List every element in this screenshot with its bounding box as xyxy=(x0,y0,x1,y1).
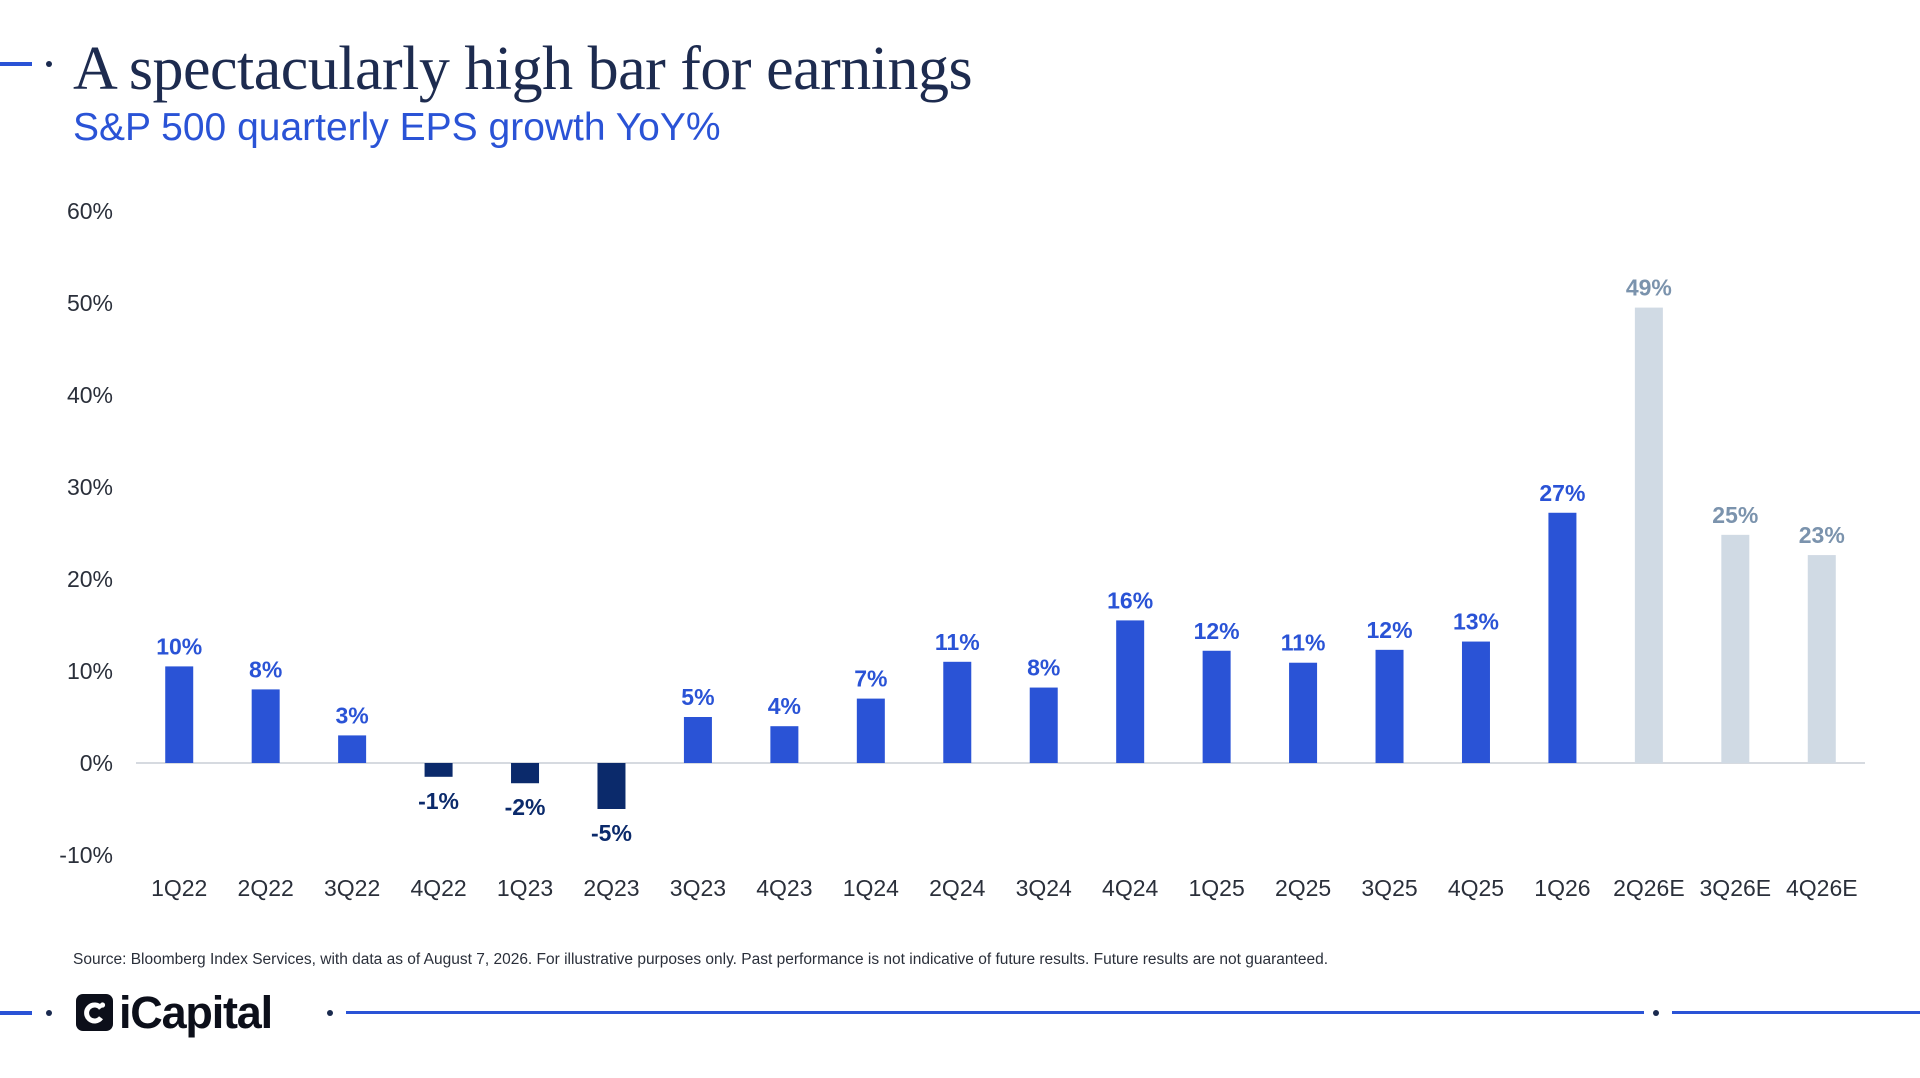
x-tick-label: 2Q23 xyxy=(583,875,639,901)
bar xyxy=(1116,620,1145,763)
bar-value-label: 11% xyxy=(935,629,980,655)
bar-value-label: 7% xyxy=(854,666,887,692)
x-tick-label: 2Q22 xyxy=(238,875,294,901)
bar xyxy=(1289,662,1318,763)
bar xyxy=(943,661,972,763)
y-tick-label: 30% xyxy=(67,474,113,500)
bar-value-label: 12% xyxy=(1367,617,1413,643)
bar-value-label: 8% xyxy=(249,656,282,682)
header-accent-dash xyxy=(0,62,32,66)
icapital-logo: iCapital xyxy=(76,987,273,1038)
bar xyxy=(856,698,885,763)
bar xyxy=(1029,687,1058,763)
footer-divider-line xyxy=(1672,1011,1920,1014)
x-tick-label: 3Q25 xyxy=(1361,875,1417,901)
bar-value-label: -5% xyxy=(591,820,632,846)
x-tick-label: 2Q26E xyxy=(1613,875,1685,901)
x-tick-label: 1Q23 xyxy=(497,875,553,901)
x-tick-label: 3Q22 xyxy=(324,875,380,901)
icapital-logo-icon xyxy=(76,994,113,1031)
x-tick-label: 4Q25 xyxy=(1448,875,1504,901)
source-note: Source: Bloomberg Index Services, with d… xyxy=(73,951,1329,968)
footer-accent-dot xyxy=(46,1010,52,1016)
bar-value-label: 4% xyxy=(768,693,801,719)
x-tick-label: 2Q25 xyxy=(1275,875,1331,901)
bar xyxy=(511,763,540,784)
brand-name: iCapital xyxy=(119,987,273,1038)
x-tick-label: 4Q26E xyxy=(1786,875,1858,901)
bar-value-label: 3% xyxy=(336,702,369,728)
y-tick-label: 50% xyxy=(67,290,113,316)
bar xyxy=(770,726,799,763)
x-tick-label: 1Q25 xyxy=(1188,875,1244,901)
x-tick-label: 1Q26 xyxy=(1534,875,1590,901)
bar-value-label: 13% xyxy=(1453,609,1499,635)
bar xyxy=(165,666,194,763)
bar xyxy=(1202,650,1231,763)
bar-value-label: 11% xyxy=(1281,630,1326,656)
y-tick-label: 10% xyxy=(67,658,113,684)
bar-value-label: 49% xyxy=(1626,275,1672,301)
x-tick-label: 4Q23 xyxy=(756,875,812,901)
bar xyxy=(1461,641,1490,763)
x-tick-label: 3Q24 xyxy=(1016,875,1072,901)
bar-value-label: 5% xyxy=(681,684,714,710)
bar xyxy=(1721,534,1750,763)
bar xyxy=(251,689,280,763)
footer-accent-dash xyxy=(0,1011,32,1015)
x-axis: 1Q22 2Q22 3Q22 4Q22 1Q23 2Q23 3Q23 4Q23 1Q24 2Q24… xyxy=(151,875,1857,901)
bar xyxy=(1807,555,1836,763)
y-tick-label: -10% xyxy=(59,842,113,868)
bar-value-label: 23% xyxy=(1799,522,1845,548)
bar-value-label: -2% xyxy=(505,794,546,820)
bar xyxy=(1375,649,1404,763)
footer-divider-dot xyxy=(1653,1010,1659,1016)
chart-subtitle: S&P 500 quarterly EPS growth YoY% xyxy=(73,106,721,149)
x-tick-label: 1Q24 xyxy=(843,875,899,901)
footer-divider-line xyxy=(346,1011,1644,1014)
header-accent-dot xyxy=(46,61,52,67)
eps-growth-bar-chart: -10% 0% 10% 20% 30% 40% 50% 60% 10% 8% 3% -1% -2% -5… xyxy=(59,198,1865,901)
x-tick-label: 3Q26E xyxy=(1700,875,1772,901)
bar xyxy=(424,763,453,777)
y-tick-label: 20% xyxy=(67,566,113,592)
bar-value-label: 27% xyxy=(1539,480,1585,506)
y-tick-label: 40% xyxy=(67,382,113,408)
bar-value-label: 25% xyxy=(1712,502,1758,528)
data-labels: 10% 8% 3% -1% -2% -5% 5% 4% 7% 11% 8% 16% 12% 11% 12% 1… xyxy=(156,275,1845,846)
bar xyxy=(338,735,367,763)
x-tick-label: 3Q23 xyxy=(670,875,726,901)
bar-series xyxy=(165,307,1836,809)
bar-value-label: -1% xyxy=(418,788,459,814)
x-tick-label: 1Q22 xyxy=(151,875,207,901)
y-axis: -10% 0% 10% 20% 30% 40% 50% 60% xyxy=(59,198,113,868)
bar xyxy=(1548,512,1577,763)
y-tick-label: 60% xyxy=(67,198,113,224)
x-tick-label: 4Q22 xyxy=(410,875,466,901)
footer-divider-dot xyxy=(327,1010,333,1016)
bar-value-label: 10% xyxy=(156,633,202,659)
bar xyxy=(597,763,626,809)
x-tick-label: 4Q24 xyxy=(1102,875,1158,901)
x-tick-label: 2Q24 xyxy=(929,875,985,901)
bar-value-label: 12% xyxy=(1194,618,1240,644)
bar-value-label: 16% xyxy=(1107,587,1153,613)
bar xyxy=(1634,307,1663,763)
page-title: A spectacularly high bar for earnings xyxy=(73,35,973,103)
bar-value-label: 8% xyxy=(1027,655,1060,681)
y-tick-label: 0% xyxy=(80,750,113,776)
bar xyxy=(683,717,712,763)
